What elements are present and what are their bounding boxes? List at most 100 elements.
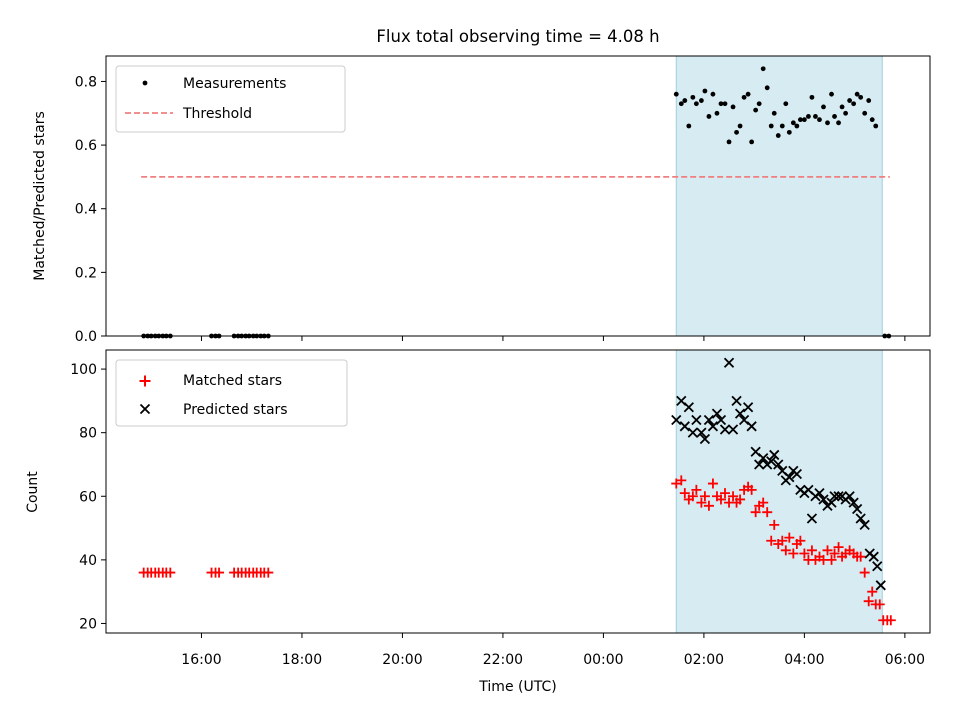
measurement-point: [806, 114, 811, 119]
measurement-point: [869, 117, 875, 123]
measurement-point: [768, 123, 774, 129]
measurement-point: [760, 66, 766, 72]
measurement-point: [764, 85, 770, 91]
measurement-point: [839, 104, 845, 110]
top-y-tick-label: 0.0: [75, 329, 97, 345]
predicted-star-point: [806, 513, 818, 524]
bottom-legend-box: [115, 359, 348, 427]
matched-star-point: [728, 491, 739, 502]
measurement-point: [854, 91, 860, 97]
top-y-tick-label: 0.8: [75, 74, 97, 90]
matched-star-point: [687, 491, 698, 502]
matched-star-point: [833, 542, 844, 553]
matched-star-point: [826, 554, 837, 565]
predicted-star-point: [734, 408, 746, 419]
matched-star-point: [165, 567, 176, 578]
measurement-point: [873, 123, 879, 129]
matched-star-point: [703, 500, 714, 511]
measurement-point: [825, 120, 830, 126]
measurement-point: [730, 104, 736, 110]
measurement-point: [710, 91, 716, 97]
matched-star-point: [780, 545, 791, 556]
predicted-star-point: [703, 414, 715, 426]
matched-star-point: [762, 507, 773, 518]
predicted-star-point: [742, 402, 754, 413]
predicted-star-point: [868, 551, 879, 562]
measurement-point: [847, 98, 853, 103]
matched-star-point: [799, 548, 810, 559]
matched-star-point: [769, 519, 780, 530]
predicted-star-point: [769, 449, 780, 461]
matched-star-point: [735, 494, 746, 505]
measurement-point: [786, 129, 792, 135]
measurement-point: [843, 110, 848, 116]
matched-star-point: [715, 494, 726, 505]
x-tick-label: 00:00: [583, 652, 623, 668]
matched-star-point: [758, 497, 769, 508]
top-x-ticks: [200, 336, 906, 341]
measurement-point: [714, 110, 720, 116]
matched-star-point: [806, 545, 817, 556]
predicted-star-point: [766, 456, 777, 467]
matched-legend-label: Matched stars: [183, 373, 282, 389]
bottom-y-tick-label: 80: [79, 426, 97, 442]
matched-star-point: [679, 488, 690, 499]
predicted-star-point: [671, 414, 682, 426]
matched-star-point: [214, 567, 225, 578]
measurement-point: [809, 94, 815, 100]
predicted-star-point: [875, 580, 886, 591]
predicted-star-point: [711, 408, 723, 419]
measurement-point: [797, 117, 803, 123]
measurement-point: [698, 98, 704, 103]
predicted-star-point: [872, 561, 883, 572]
top-y-tick-label: 0.2: [75, 265, 97, 281]
matched-star-point: [720, 488, 731, 499]
measurement-point: [745, 91, 751, 97]
measurement-point: [682, 98, 688, 103]
measurement-point: [718, 101, 724, 107]
top-y-ticks: 0.0 0.2 0.4 0.6 0.8: [75, 74, 106, 345]
top-legend-box: [115, 65, 346, 133]
matched-star-point: [784, 532, 795, 543]
measurement-point: [678, 101, 684, 107]
predicted-star-point: [855, 513, 866, 524]
matched-star-point: [671, 478, 682, 489]
matched-star-point: [691, 484, 702, 495]
matched-star-point: [777, 535, 788, 546]
measurements-legend-label: Measurements: [183, 76, 286, 92]
x-tick-label: 04:00: [784, 652, 824, 668]
matched-star-point: [766, 535, 777, 546]
measurement-points: [141, 66, 892, 339]
predicted-star-point: [844, 491, 855, 502]
measurement-point: [821, 104, 826, 110]
matched-star-point: [746, 484, 757, 495]
measurement-point: [737, 123, 743, 129]
x-tick-label: 18:00: [282, 652, 322, 668]
matched-star-point: [874, 599, 885, 610]
top-y-tick-label: 0.4: [75, 202, 97, 218]
predicted-star-point: [696, 427, 707, 438]
top-plot-frame: [105, 55, 931, 337]
matched-star-point: [676, 475, 687, 486]
matched-star-point: [867, 586, 878, 597]
predicted-star-point: [833, 491, 844, 502]
matched-star-point: [855, 551, 866, 562]
predicted-star-point: [758, 452, 769, 464]
measurement-point: [829, 91, 834, 97]
predicted-star-point: [731, 395, 742, 407]
measurement-point: [862, 110, 868, 116]
matched-star-point: [829, 548, 840, 559]
matched-points: [138, 475, 896, 626]
predicted-star-point: [814, 487, 825, 499]
predicted-star-point: [829, 491, 840, 502]
measurement-point: [794, 123, 800, 129]
measurement-point: [817, 117, 822, 123]
measurement-point: [783, 101, 789, 107]
bottom-y-axis-label: Count: [25, 471, 41, 513]
measurement-point: [749, 139, 755, 145]
measurement-point: [866, 98, 872, 103]
measurement-point: [858, 94, 864, 100]
bottom-y-tick-label: 20: [79, 616, 97, 632]
measurement-point: [836, 120, 841, 126]
predicted-star-point: [691, 414, 702, 426]
